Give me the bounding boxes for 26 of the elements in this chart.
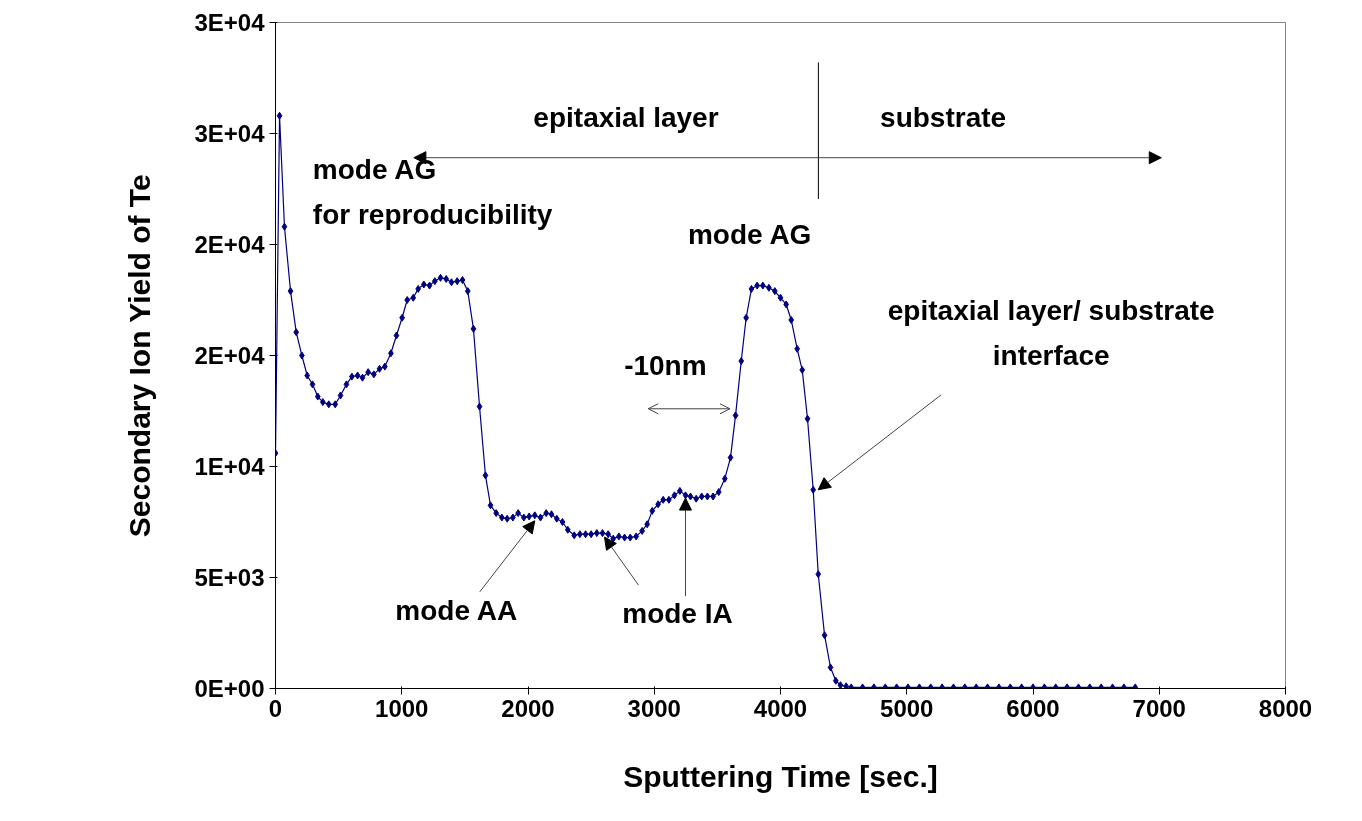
y-tick-label: 2E+04 — [194, 231, 266, 258]
annotation: mode AG — [687, 218, 812, 250]
x-tick-label: 7000 — [1132, 694, 1186, 722]
annotation: epitaxial layer — [533, 102, 719, 134]
annotation: mode IA — [622, 597, 733, 629]
annotation: epitaxial layer/ substrate interface — [887, 294, 1215, 371]
y-tick-label: 1E+04 — [194, 453, 266, 480]
x-axis-title: Sputtering Time [sec.] — [623, 759, 938, 793]
y-axis-title: Secondary Ion Yield of Te — [123, 174, 157, 538]
x-tick-label: 2000 — [501, 694, 555, 722]
x-tick-label: 3000 — [627, 694, 681, 722]
annotation: substrate — [880, 102, 1007, 134]
y-tick-label: 3E+04 — [194, 9, 266, 36]
y-tick-label: 5E+03 — [194, 564, 265, 591]
x-tick-label: 6000 — [1006, 694, 1060, 722]
x-tick-label: 5000 — [880, 694, 934, 722]
annotation: mode AA — [395, 595, 518, 627]
x-tick-label: 8000 — [1258, 694, 1313, 722]
y-tick-label: 0E+00 — [194, 675, 265, 702]
x-tick-label: 1000 — [375, 694, 429, 722]
annotation: mode AG for reproducibility — [312, 154, 553, 231]
y-tick-label: 2E+04 — [194, 342, 266, 369]
x-tick-label: 4000 — [753, 694, 808, 722]
annotation: -10nm — [624, 349, 707, 381]
x-tick-label: 0 — [268, 694, 283, 722]
y-tick-label: 3E+04 — [194, 120, 266, 147]
